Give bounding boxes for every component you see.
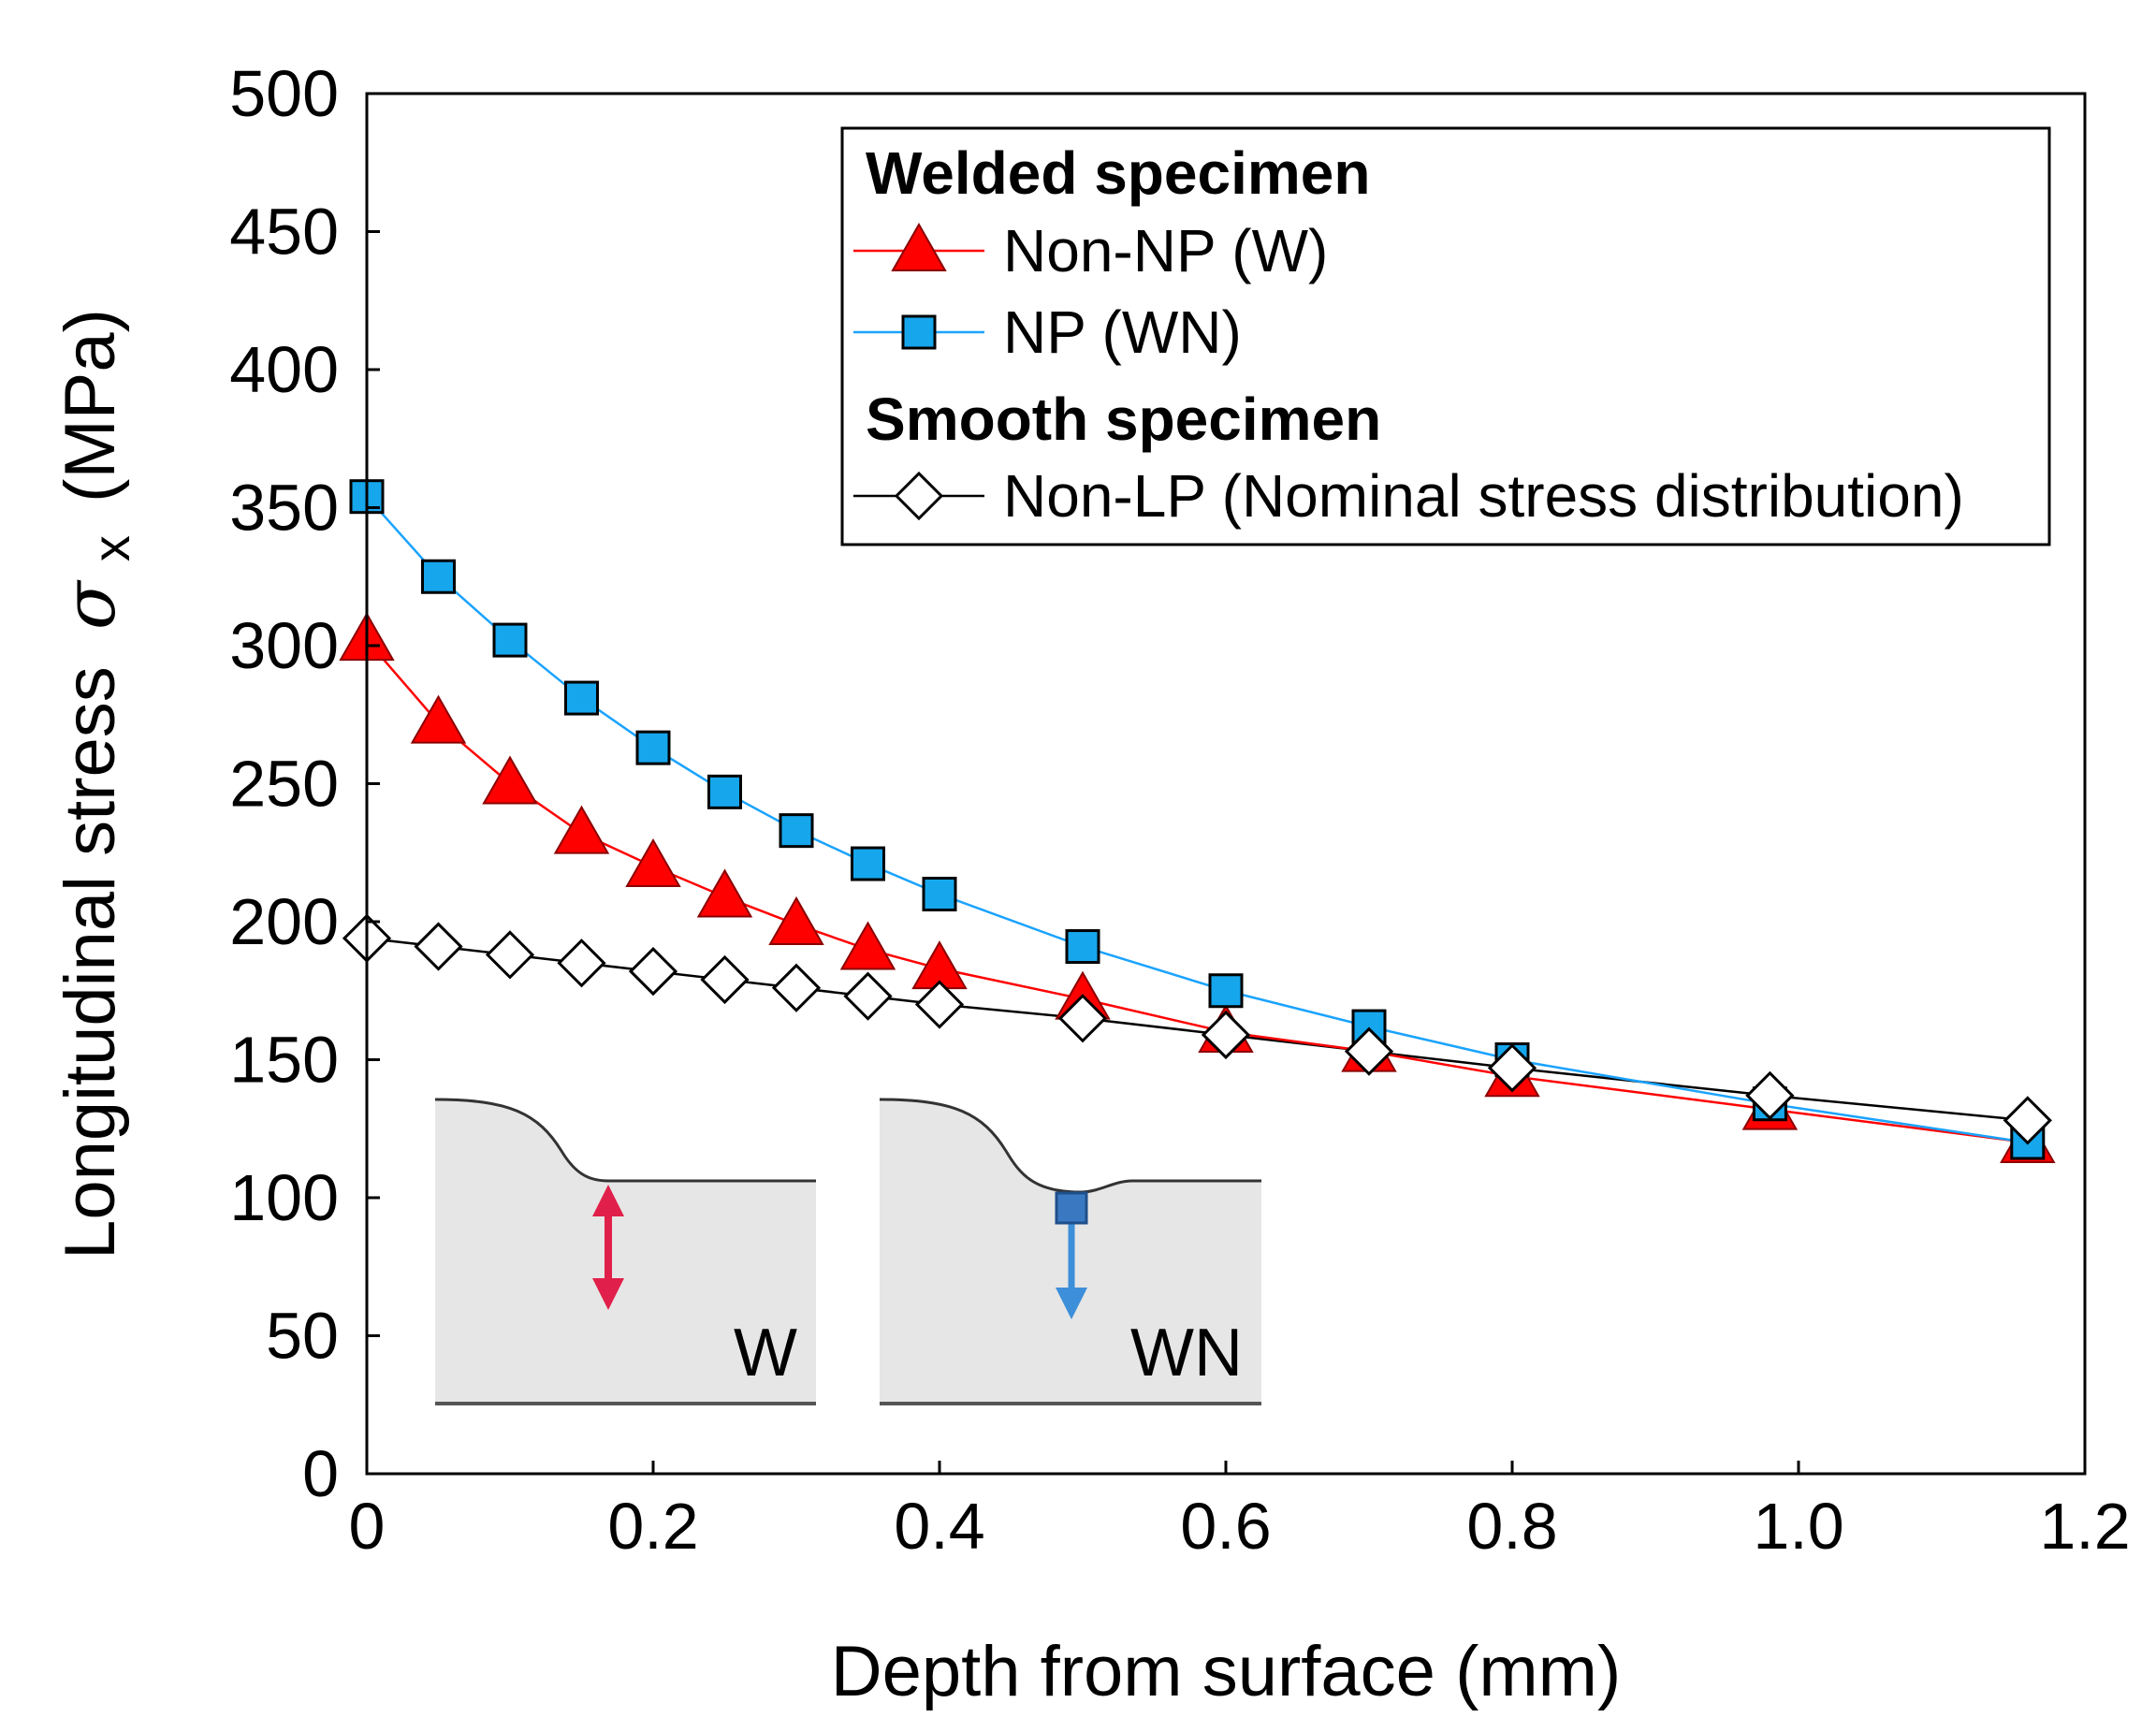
inset-square-marker bbox=[1055, 1191, 1088, 1225]
x-tick-label: 0.8 bbox=[1466, 1490, 1557, 1563]
data-point bbox=[557, 939, 606, 988]
legend-label: NP (WN) bbox=[1003, 298, 1242, 366]
legend-entry: Non-LP (Nominal stress distribution) bbox=[853, 462, 1964, 530]
y-tick-label: 350 bbox=[229, 472, 339, 545]
legend-marker bbox=[894, 471, 944, 521]
legend-marker bbox=[891, 222, 947, 271]
data-point bbox=[1065, 929, 1100, 965]
y-axis-title-subscript: x bbox=[81, 535, 140, 561]
data-point bbox=[410, 694, 467, 744]
data-point bbox=[707, 774, 742, 809]
data-point bbox=[553, 805, 610, 854]
data-point bbox=[839, 921, 896, 970]
legend-group2-title: Smooth specimen bbox=[866, 386, 1381, 453]
data-point bbox=[1208, 973, 1244, 1009]
inset-arrow-head-up bbox=[592, 1185, 624, 1216]
x-tick-label: 1.0 bbox=[1753, 1490, 1843, 1563]
data-point bbox=[1745, 1070, 1795, 1120]
data-point bbox=[779, 813, 814, 849]
x-tick-label: 0 bbox=[349, 1490, 386, 1563]
inset-W: W bbox=[434, 1098, 816, 1405]
y-axis-title-text: Longitudinal stress bbox=[51, 666, 130, 1259]
data-point bbox=[414, 922, 463, 971]
inset-arrow-head-down bbox=[592, 1278, 624, 1310]
data-point bbox=[492, 622, 528, 658]
data-point bbox=[771, 963, 822, 1012]
inset-body bbox=[435, 1099, 816, 1404]
y-axis-title: Longitudinal stress σ x (MPa) bbox=[48, 309, 145, 1259]
data-point bbox=[851, 846, 885, 881]
data-point bbox=[1344, 1026, 1394, 1076]
legend-group1-title: Welded specimen bbox=[866, 139, 1370, 207]
series-layer bbox=[339, 479, 2056, 1163]
data-point bbox=[2003, 1096, 2052, 1145]
svg-text:Longitudinal stress σ: Longitudinal stress σ x (MPa) bbox=[48, 309, 145, 1259]
y-axis: 0 50 100 150 200 250 300 350 400 450 500 bbox=[229, 57, 380, 1510]
y-tick-label: 450 bbox=[229, 196, 339, 269]
data-point bbox=[843, 971, 893, 1021]
inset-surface-line bbox=[879, 1098, 1261, 1194]
x-tick-label: 0.2 bbox=[607, 1490, 698, 1563]
data-point bbox=[922, 877, 957, 911]
y-tick-label: 50 bbox=[266, 1300, 339, 1373]
legend-box bbox=[840, 126, 2051, 546]
inset-WN: WN bbox=[879, 1098, 1261, 1405]
y-axis-title-unit: (MPa) bbox=[51, 309, 130, 502]
inset-arrow-head-down bbox=[1056, 1288, 1087, 1319]
legend: Welded specimen Smooth specimen Non-NP (… bbox=[840, 126, 2051, 546]
data-point bbox=[482, 755, 538, 805]
series-line-0 bbox=[366, 639, 2028, 1144]
data-point bbox=[914, 980, 965, 1029]
y-tick-label: 500 bbox=[229, 57, 339, 130]
inset-label: W bbox=[734, 1316, 797, 1390]
data-point bbox=[635, 730, 671, 765]
x-tick-label: 1.2 bbox=[2039, 1490, 2130, 1563]
data-point bbox=[700, 954, 750, 1005]
data-point bbox=[1351, 1009, 1387, 1044]
legend-entry: Non-NP (W) bbox=[853, 217, 1328, 284]
data-point bbox=[1487, 1043, 1537, 1093]
x-tick-label: 0.4 bbox=[894, 1490, 984, 1563]
y-tick-label: 200 bbox=[229, 885, 339, 958]
data-point bbox=[768, 895, 824, 945]
y-tick-label: 400 bbox=[229, 333, 339, 406]
y-tick-label: 250 bbox=[229, 748, 339, 821]
legend-label: Non-NP (W) bbox=[1003, 217, 1328, 284]
y-axis-title-symbol: σ bbox=[48, 579, 131, 630]
data-point bbox=[485, 930, 535, 980]
x-axis-title: Depth from surface (mm) bbox=[831, 1632, 1622, 1711]
data-point bbox=[1201, 1010, 1251, 1060]
inset-label: WN bbox=[1130, 1316, 1243, 1390]
data-point bbox=[421, 559, 456, 594]
series-markers-2 bbox=[342, 913, 2052, 1145]
y-tick-label: 100 bbox=[229, 1161, 339, 1234]
y-tick-label: 150 bbox=[229, 1024, 339, 1097]
data-point bbox=[564, 680, 599, 716]
data-point bbox=[696, 868, 753, 918]
data-point bbox=[628, 946, 678, 997]
legend-marker bbox=[901, 314, 937, 350]
series-line-1 bbox=[366, 495, 2028, 1144]
series-markers-1 bbox=[349, 479, 2046, 1160]
y-tick-label: 0 bbox=[302, 1437, 339, 1510]
y-tick-label: 300 bbox=[229, 609, 339, 682]
x-axis: 0 0.2 0.4 0.6 0.8 1.0 1.2 bbox=[349, 1461, 2131, 1563]
specimen-insets: W WN bbox=[434, 1098, 1261, 1405]
legend-entries: Non-NP (W) NP (WN) Non-LP (Nominal stress … bbox=[853, 217, 1964, 530]
data-point bbox=[1057, 994, 1108, 1043]
legend-entry: NP (WN) bbox=[853, 298, 1242, 366]
x-tick-label: 0.6 bbox=[1180, 1490, 1271, 1563]
inset-surface-line bbox=[434, 1098, 816, 1183]
legend-label: Non-LP (Nominal stress distribution) bbox=[1003, 462, 1964, 530]
data-point bbox=[625, 837, 681, 887]
